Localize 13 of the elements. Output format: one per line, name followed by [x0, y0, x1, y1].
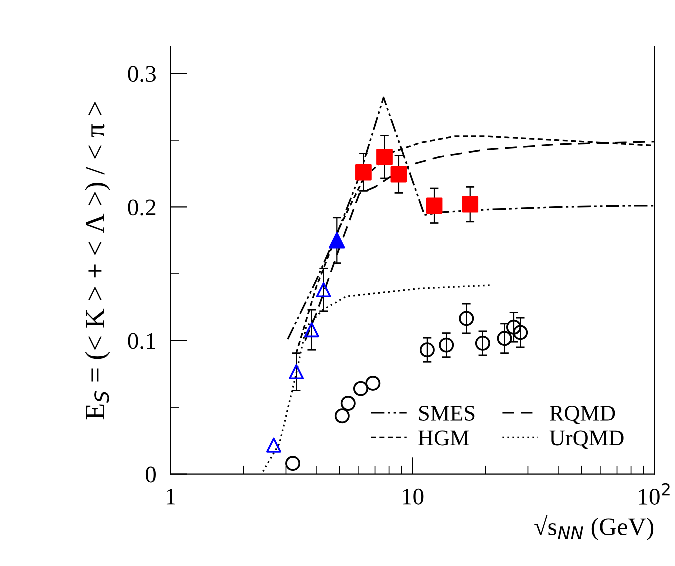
x-tick-label: 10 — [403, 488, 424, 505]
legend-label: HGM — [418, 430, 470, 446]
y-axis-title: E$_{S}$ = (< K > + < Λ >) / < π > — [85, 102, 110, 420]
legend-label: UrQMD — [550, 430, 624, 450]
y-tick-label: 0.3 — [128, 66, 156, 82]
x-axis-title: √s$_{NN}$ (GeV) — [534, 515, 654, 541]
y-tick-label: 0.1 — [128, 333, 156, 350]
legend-label: SMES — [419, 406, 475, 421]
x-tick-label: 1 — [166, 488, 176, 505]
x-tick-label: 10$^{2}$ — [639, 483, 670, 505]
legend-label: RQMD — [550, 406, 616, 424]
y-tick-label: 0 — [146, 466, 156, 483]
y-tick-label: 0.2 — [128, 200, 156, 216]
